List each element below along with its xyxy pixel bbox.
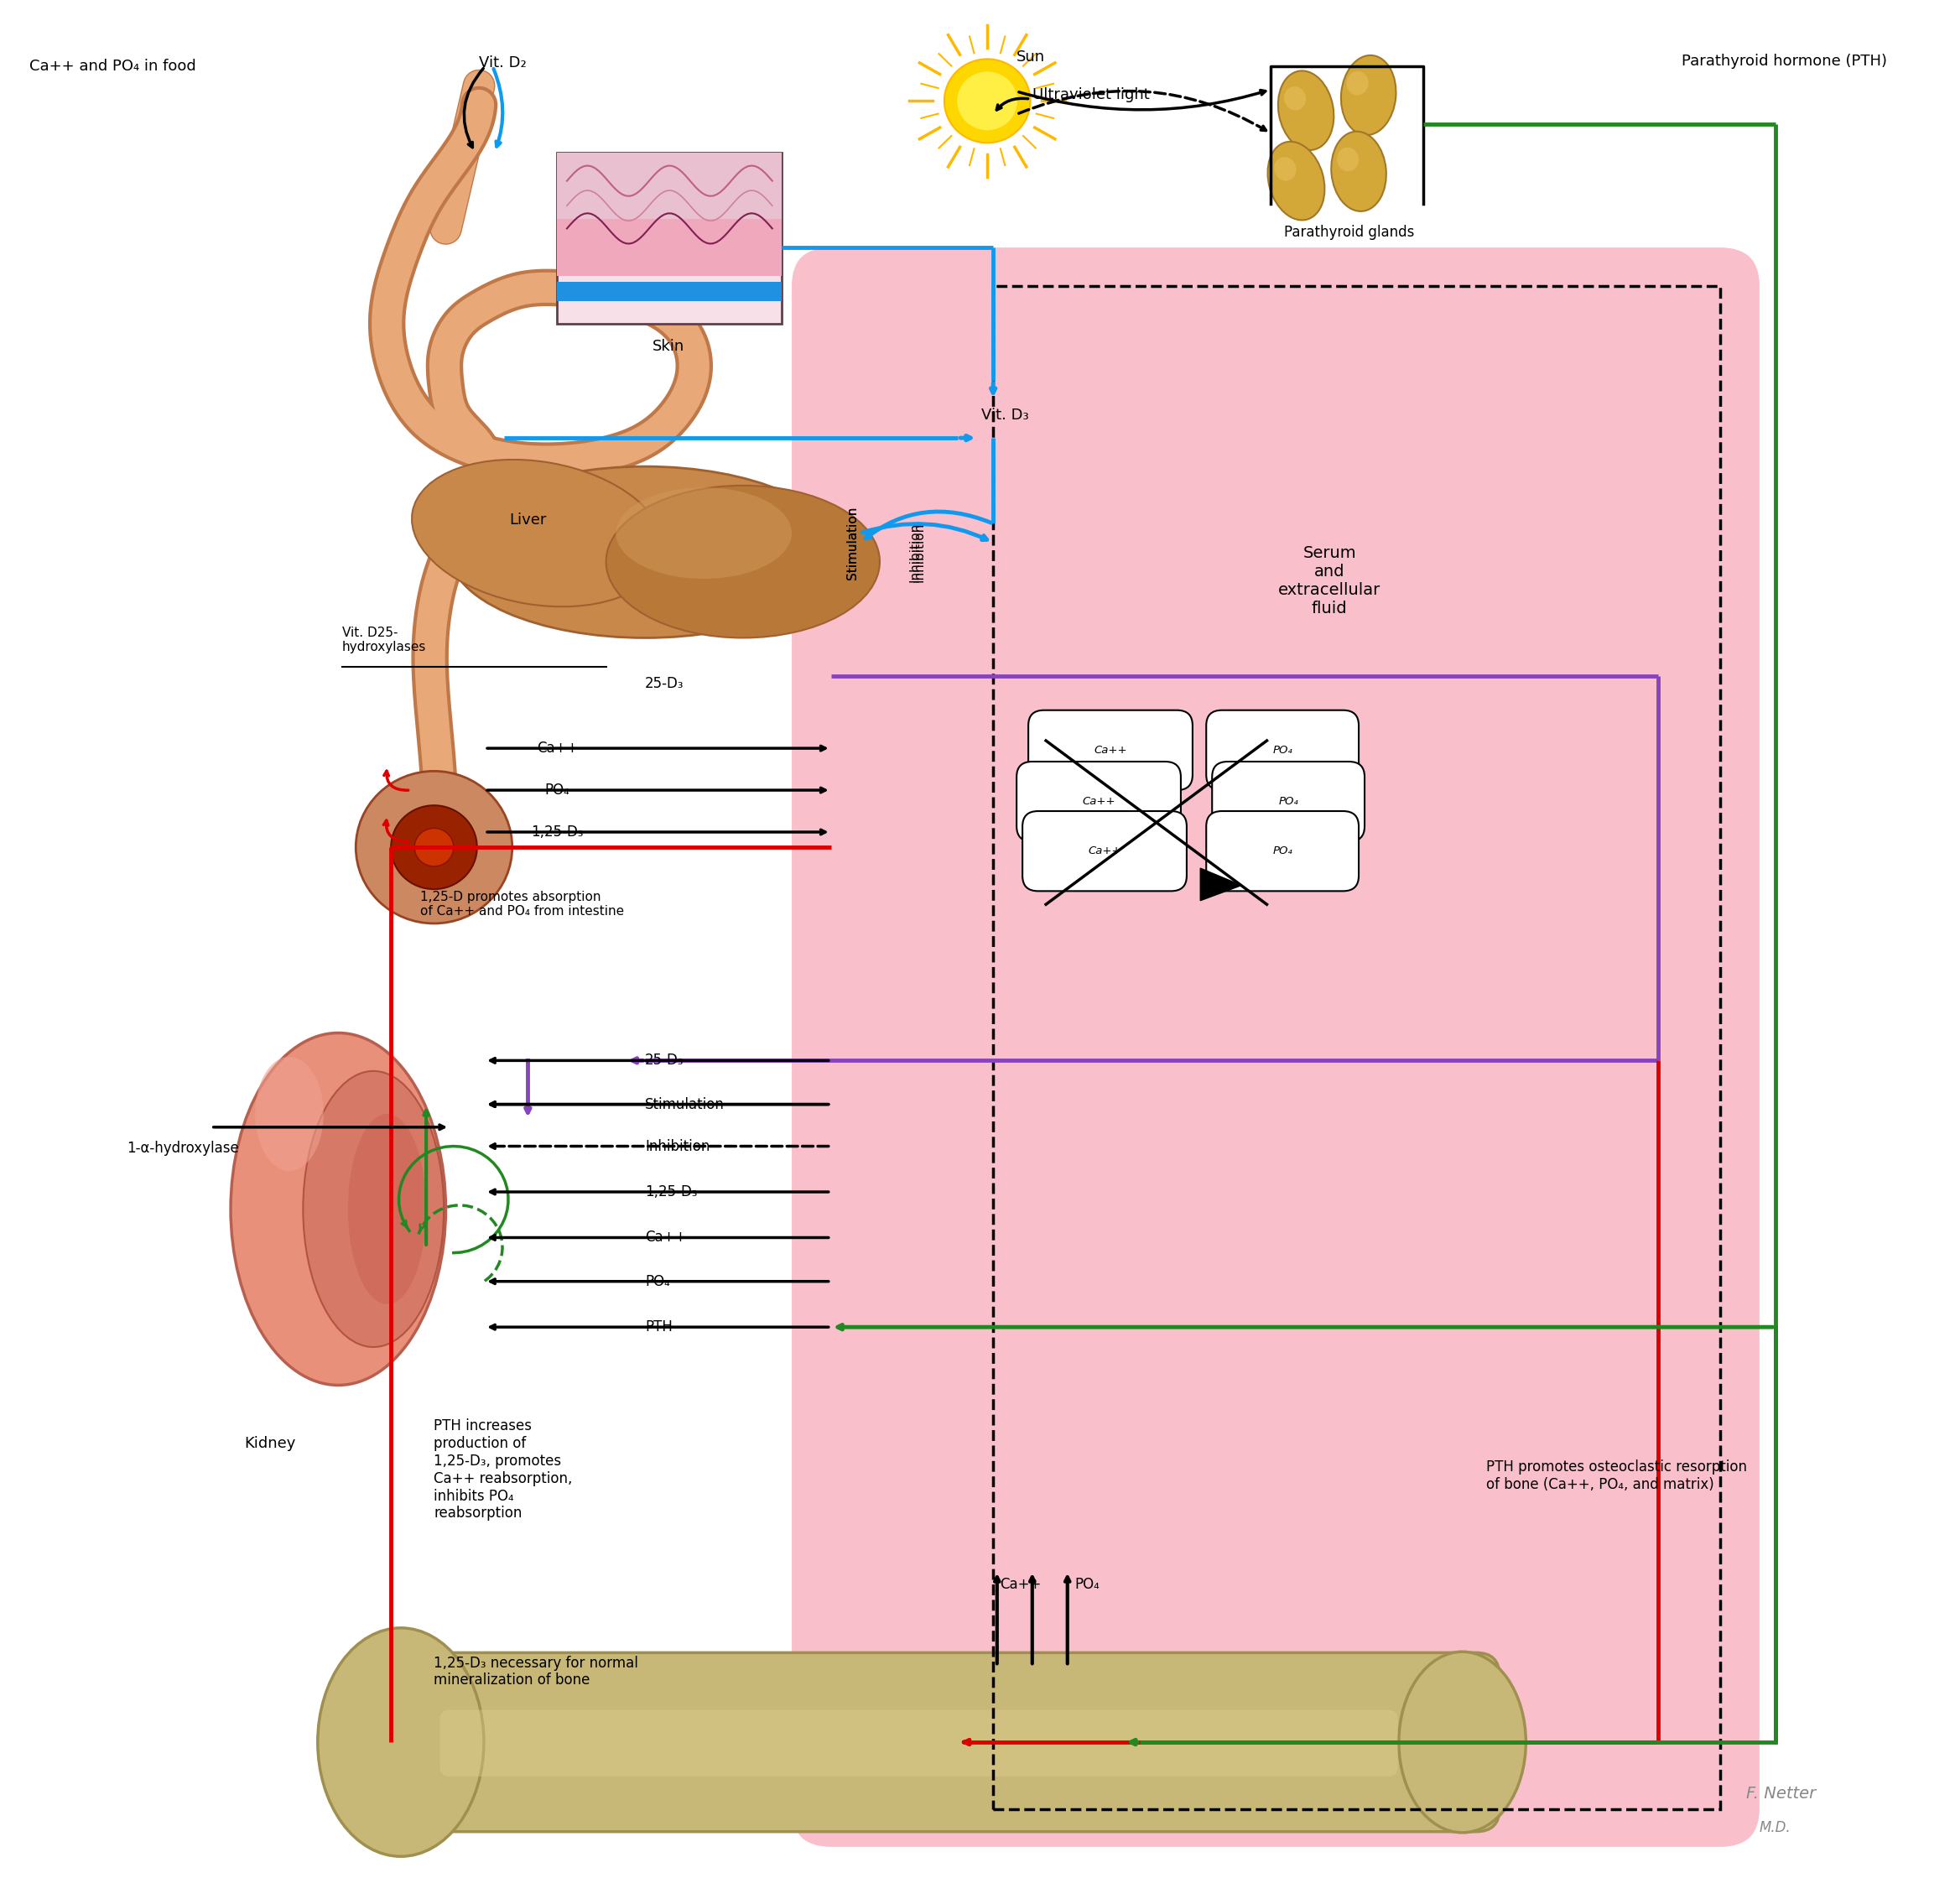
Ellipse shape: [1284, 86, 1306, 110]
Circle shape: [958, 72, 1017, 129]
Circle shape: [944, 59, 1030, 143]
Text: Ca++ and PO₄ in food: Ca++ and PO₄ in food: [29, 59, 196, 74]
Ellipse shape: [317, 1628, 485, 1856]
FancyBboxPatch shape: [1206, 710, 1359, 790]
Circle shape: [391, 805, 477, 889]
Ellipse shape: [231, 1032, 446, 1386]
Bar: [557, 219, 782, 276]
Ellipse shape: [616, 487, 792, 579]
Text: Ca++: Ca++: [1083, 796, 1114, 807]
Text: Vit. D₃: Vit. D₃: [981, 407, 1028, 423]
Text: Inhibition: Inhibition: [913, 522, 925, 583]
Text: Ca++: Ca++: [999, 1577, 1042, 1592]
Text: Parathyroid hormone (PTH): Parathyroid hormone (PTH): [1681, 53, 1887, 69]
FancyBboxPatch shape: [358, 1653, 1499, 1832]
Ellipse shape: [1275, 156, 1296, 181]
Ellipse shape: [606, 486, 880, 638]
Text: 1,25-D₃ necessary for normal
mineralization of bone: 1,25-D₃ necessary for normal mineralizat…: [434, 1655, 639, 1689]
Text: Ca++: Ca++: [1089, 845, 1120, 857]
Text: 1,25-D promotes absorption
of Ca++ and PO₄ from intestine: 1,25-D promotes absorption of Ca++ and P…: [420, 891, 624, 918]
Text: Stimulation: Stimulation: [847, 506, 858, 579]
Text: Kidney: Kidney: [244, 1436, 295, 1451]
FancyBboxPatch shape: [1212, 762, 1365, 842]
Text: M.D.: M.D.: [1760, 1820, 1791, 1835]
Text: Ca++: Ca++: [536, 741, 579, 756]
Text: 1,25-D₃: 1,25-D₃: [532, 824, 583, 840]
FancyBboxPatch shape: [1017, 762, 1181, 842]
Text: Ca++: Ca++: [1095, 744, 1126, 756]
Text: Ca++: Ca++: [645, 1230, 686, 1245]
Text: Vit. D₂: Vit. D₂: [479, 55, 526, 70]
Ellipse shape: [413, 459, 663, 607]
Ellipse shape: [254, 1057, 325, 1171]
Ellipse shape: [348, 1114, 426, 1304]
Ellipse shape: [303, 1070, 444, 1348]
Circle shape: [414, 828, 454, 866]
Text: Vit. D25-
hydroxylases: Vit. D25- hydroxylases: [342, 626, 426, 653]
Ellipse shape: [450, 466, 841, 638]
Text: PO₄: PO₄: [645, 1274, 671, 1289]
Text: 1-α-hydroxylase: 1-α-hydroxylase: [127, 1140, 239, 1156]
Text: 25-D₃: 25-D₃: [645, 676, 684, 691]
Text: Serum
and
extracellular
fluid: Serum and extracellular fluid: [1279, 545, 1380, 617]
Ellipse shape: [1337, 147, 1359, 171]
FancyBboxPatch shape: [440, 1710, 1398, 1776]
Bar: [993, 286, 1720, 1809]
FancyBboxPatch shape: [1028, 710, 1193, 790]
Text: PO₄: PO₄: [1075, 1577, 1099, 1592]
Bar: [557, 152, 782, 219]
Text: Ultraviolet light: Ultraviolet light: [1032, 88, 1150, 103]
Text: F. Netter: F. Netter: [1746, 1786, 1816, 1801]
Ellipse shape: [1400, 1651, 1525, 1832]
FancyBboxPatch shape: [792, 248, 1760, 1847]
Text: PO₄: PO₄: [545, 783, 569, 798]
Polygon shape: [1200, 868, 1241, 901]
Text: Stimulation: Stimulation: [645, 1097, 725, 1112]
FancyBboxPatch shape: [1206, 811, 1359, 891]
Text: Inhibition: Inhibition: [909, 522, 921, 583]
Ellipse shape: [1341, 55, 1396, 135]
Text: Inhibition: Inhibition: [645, 1139, 710, 1154]
Text: PTH: PTH: [645, 1319, 673, 1335]
Bar: [557, 282, 782, 301]
Ellipse shape: [1347, 70, 1369, 95]
Text: Skin: Skin: [653, 339, 684, 354]
FancyBboxPatch shape: [1022, 811, 1187, 891]
Bar: [557, 152, 782, 324]
Ellipse shape: [1331, 131, 1386, 211]
Text: Liver: Liver: [508, 512, 547, 527]
Text: PO₄: PO₄: [1273, 744, 1292, 756]
Circle shape: [356, 771, 512, 923]
Text: PTH promotes osteoclastic resorption
of bone (Ca++, PO₄, and matrix): PTH promotes osteoclastic resorption of …: [1486, 1458, 1746, 1493]
Text: Parathyroid glands: Parathyroid glands: [1284, 225, 1413, 240]
Text: Stimulation: Stimulation: [847, 506, 858, 579]
Text: Sun: Sun: [1017, 50, 1046, 65]
Text: PTH increases
production of
1,25-D₃, promotes
Ca++ reabsorption,
inhibits PO₄
re: PTH increases production of 1,25-D₃, pro…: [434, 1418, 573, 1521]
Ellipse shape: [1279, 70, 1333, 150]
Text: 25-D₃: 25-D₃: [645, 1053, 684, 1068]
Text: 1,25-D₃: 1,25-D₃: [645, 1184, 698, 1200]
Text: PO₄: PO₄: [1279, 796, 1298, 807]
Ellipse shape: [1267, 141, 1325, 221]
Text: PO₄: PO₄: [1273, 845, 1292, 857]
